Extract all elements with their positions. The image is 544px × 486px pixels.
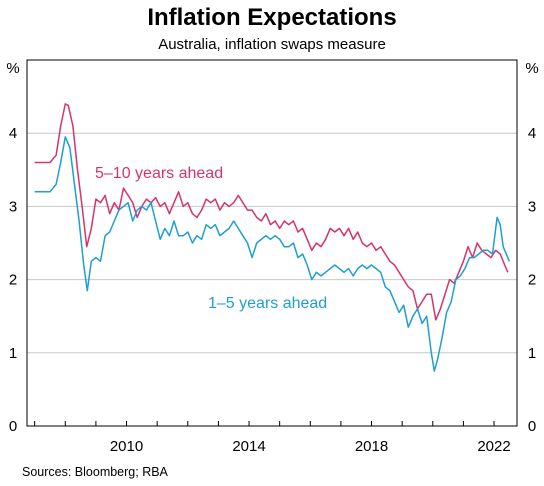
y-tick-left-3: 3 (9, 198, 17, 215)
y-tick-right-4: 4 (528, 125, 536, 142)
gridlines (27, 132, 517, 354)
x-tick-2022: 2022 (477, 438, 510, 455)
y-tick-right-2: 2 (528, 272, 536, 289)
series-lines (34, 103, 510, 372)
x-tick-2010: 2010 (110, 438, 143, 455)
plot-frame (26, 59, 518, 427)
y-tick-right-1: 1 (528, 345, 536, 362)
y-axis-unit-left: % (6, 60, 19, 77)
y-tick-left-4: 4 (9, 125, 17, 142)
y-tick-left-1: 1 (9, 345, 17, 362)
y-tick-left-2: 2 (9, 272, 17, 289)
x-tick-2018: 2018 (355, 438, 388, 455)
y-tick-right-0: 0 (528, 418, 536, 435)
y-tick-right-3: 3 (528, 198, 536, 215)
y-tick-left-0: 0 (9, 418, 17, 435)
chart-title: Inflation Expectations (147, 4, 397, 31)
chart-subtitle: Australia, inflation swaps measure (158, 36, 386, 53)
y-axis-unit-right: % (525, 60, 538, 77)
series-label-1-5-years: 1–5 years ahead (208, 295, 327, 312)
x-axis-ticks: 2010 2014 2018 2022 (34, 421, 511, 455)
y-axis-ticks: 0 0 1 1 2 2 3 3 4 4 (9, 125, 536, 435)
series-label-5-10-years: 5–10 years ahead (95, 165, 223, 182)
source-note: Sources: Bloomberg; RBA (22, 465, 168, 479)
series-line-1-5-years (34, 136, 510, 372)
x-tick-2014: 2014 (232, 438, 265, 455)
series-line-5-10-years (34, 103, 509, 321)
